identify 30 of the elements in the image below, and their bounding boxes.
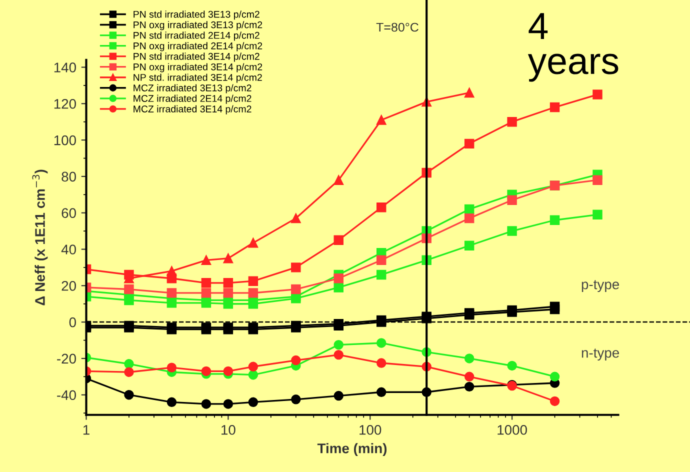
y-tick-label: -20 — [57, 354, 76, 364]
legend-label: PN std irradiated 3E13 p/cm2 — [134, 10, 260, 20]
legend-label: PN oxg irradiated 3E14 p/cm2 — [134, 63, 262, 72]
legend-label: NP std. irradiated 3E14 p/cm2 — [134, 74, 262, 83]
x-tick-label: 1 — [83, 425, 90, 435]
legend-label: PN oxg irradiated 2E14 p/cm2 — [134, 42, 262, 52]
legend-label: MCZ irradiated 2E14 p/cm2 — [134, 94, 252, 104]
y-tick-label: 100 — [54, 135, 76, 146]
legend-label: PN std irradiated 2E14 p/cm2 — [134, 32, 260, 41]
text: T=80°C — [376, 22, 418, 32]
y-tick-label: 120 — [54, 98, 76, 109]
legend-label: MCZ irradiated 3E14 p/cm2 — [134, 105, 252, 114]
y-tick-label: 40 — [61, 244, 76, 254]
y-tick-label: -40 — [57, 390, 76, 400]
x-tick-label: 100 — [360, 424, 382, 435]
y-axis-title: Δ Neff (x 1E11 cm$^{−3}$) — [32, 170, 48, 306]
y-tick-label: 0 — [69, 317, 76, 328]
x-axis-title: Time (min) — [317, 443, 387, 456]
legend-label: PN oxg irradiated 3E13 p/cm2 — [134, 21, 262, 30]
y-tick-label: 140 — [54, 62, 76, 72]
legend-label: MCZ irradiated 3E13 p/cm2 — [134, 84, 252, 94]
y-tick-label: 20 — [62, 280, 76, 291]
annotation: p-type — [582, 280, 619, 292]
annotation: 4 years — [528, 13, 618, 82]
y-tick-label: 80 — [62, 172, 76, 182]
annotation: n-type — [582, 348, 619, 360]
x-tick-label: 1000 — [498, 424, 527, 435]
x-tick-label: 10 — [222, 424, 236, 435]
y-tick-label: 60 — [62, 208, 76, 218]
legend-label: PN std irradiated 3E14 p/cm2 — [134, 52, 260, 62]
